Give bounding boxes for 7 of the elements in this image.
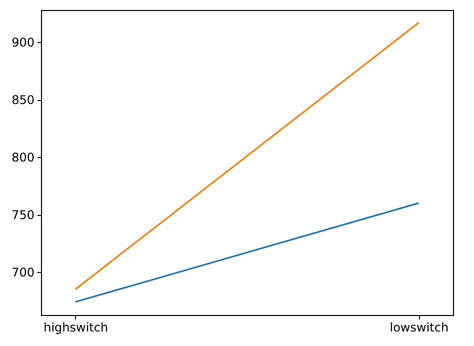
x-tick-label: lowswitch (390, 320, 449, 334)
x-tick-label: highswitch (44, 320, 108, 334)
y-tick-label: 750 (12, 208, 34, 222)
y-tick-label: 700 (12, 266, 34, 280)
y-tick-label: 900 (12, 36, 34, 50)
y-tick-label: 800 (12, 150, 34, 165)
y-tick-label: 850 (12, 93, 34, 108)
